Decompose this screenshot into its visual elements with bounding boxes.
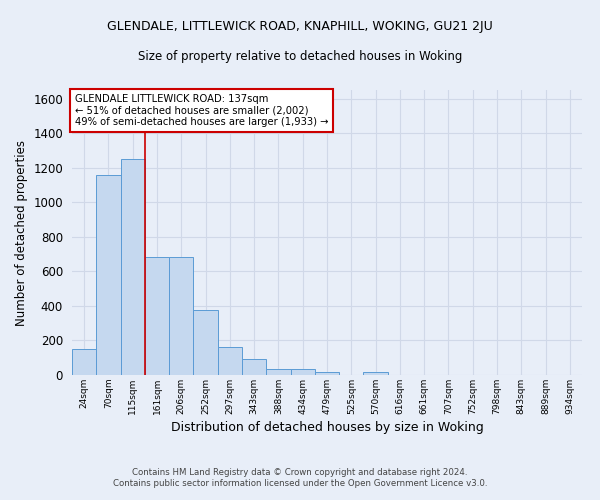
Bar: [193, 310, 218, 375]
Bar: [290, 368, 315, 375]
Bar: [218, 346, 242, 375]
X-axis label: Distribution of detached houses by size in Woking: Distribution of detached houses by size …: [170, 421, 484, 434]
Text: Size of property relative to detached houses in Woking: Size of property relative to detached ho…: [138, 50, 462, 63]
Bar: [242, 360, 266, 375]
Bar: [364, 372, 388, 375]
Text: GLENDALE, LITTLEWICK ROAD, KNAPHILL, WOKING, GU21 2JU: GLENDALE, LITTLEWICK ROAD, KNAPHILL, WOK…: [107, 20, 493, 33]
Y-axis label: Number of detached properties: Number of detached properties: [14, 140, 28, 326]
Bar: [169, 256, 193, 375]
Bar: [145, 256, 169, 375]
Text: GLENDALE LITTLEWICK ROAD: 137sqm
← 51% of detached houses are smaller (2,002)
49: GLENDALE LITTLEWICK ROAD: 137sqm ← 51% o…: [74, 94, 328, 128]
Bar: [72, 349, 96, 375]
Bar: [266, 368, 290, 375]
Text: Contains HM Land Registry data © Crown copyright and database right 2024.
Contai: Contains HM Land Registry data © Crown c…: [113, 468, 487, 487]
Bar: [121, 159, 145, 375]
Bar: [315, 372, 339, 375]
Bar: [96, 174, 121, 375]
